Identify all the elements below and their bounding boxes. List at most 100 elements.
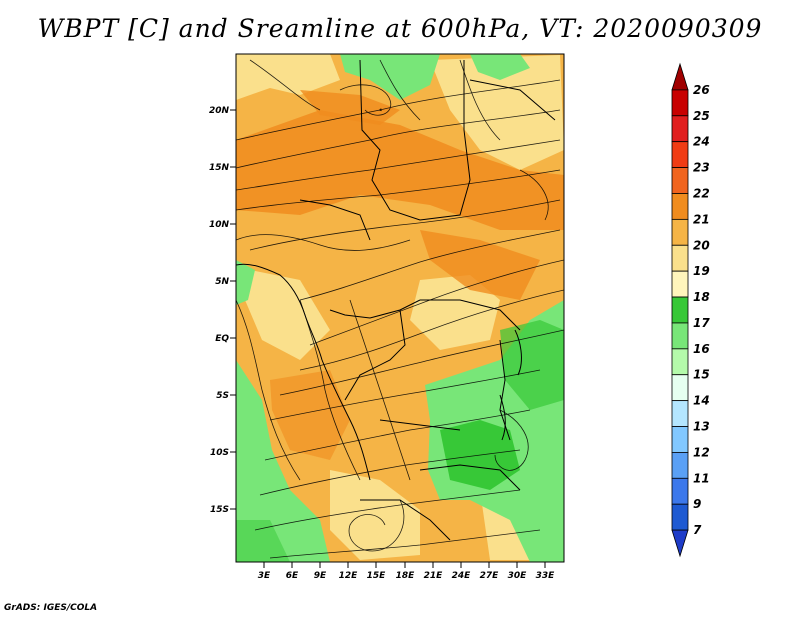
wbpt-region-18 <box>236 520 290 562</box>
colorbar-label: 17 <box>693 316 710 330</box>
streamline <box>269 369 541 421</box>
colorbar-swatch <box>671 89 689 117</box>
grads-credit: GrADS: IGES/COLA <box>4 603 98 613</box>
wbpt-region-21 <box>300 90 400 125</box>
colorbar-swatch <box>671 348 689 376</box>
border <box>419 464 521 491</box>
border <box>344 309 406 401</box>
colorbar-swatch <box>671 193 689 220</box>
wbpt-region-17 <box>236 360 330 562</box>
colorbar-swatch <box>671 296 689 324</box>
colorbar-swatch <box>671 167 689 194</box>
wbpt-region-19 <box>410 275 500 350</box>
colorbar-swatch <box>671 503 689 531</box>
lat-tick-label: 10S <box>210 448 229 458</box>
colorbar-swatch <box>671 529 689 558</box>
lon-tick-label: 3E <box>258 571 271 581</box>
border <box>360 499 451 541</box>
colorbar-swatch <box>671 477 689 505</box>
coastline <box>321 359 371 481</box>
colorbar-label: 12 <box>693 445 710 459</box>
streamline <box>339 84 392 116</box>
colorbar-label: 11 <box>693 471 710 485</box>
border <box>359 59 471 221</box>
colorbar-swatch <box>671 400 689 427</box>
colorbar-label: 15 <box>693 368 710 382</box>
chart-title: WBPT [C] and Sreamline at 600hPa, VT: 20… <box>37 14 763 43</box>
lat-tick-label: 5N <box>215 277 229 287</box>
lake <box>514 329 522 376</box>
colorbar-label: 19 <box>693 264 710 278</box>
lon-tick-label: 9E <box>314 571 327 581</box>
colorbar-label: 22 <box>693 186 710 200</box>
streamline <box>236 109 561 169</box>
lon-tick-label: 30E <box>508 571 528 581</box>
lon-tick-label: 6E <box>286 571 299 581</box>
colorbar-label: 23 <box>693 161 710 175</box>
longitude-axis: 3E 6E 9E 12E 15E 18E 21E 24E 27E 30E 33E <box>258 562 555 581</box>
streamline <box>299 229 561 301</box>
colorbar: 26 25 24 23 22 21 20 19 18 17 16 15 14 13 12 11 9 7 <box>671 62 710 558</box>
lon-tick-label: 15E <box>367 571 387 581</box>
wbpt-region-21 <box>236 110 564 230</box>
colorbar-swatch <box>671 62 689 91</box>
wbpt-region-17 <box>470 54 530 80</box>
lat-tick-label: 20N <box>209 106 230 116</box>
streamline <box>249 199 561 251</box>
colorbar-label: 25 <box>693 109 710 123</box>
colorbar-label: 24 <box>693 135 710 149</box>
wbpt-region-18 <box>500 320 564 410</box>
lat-tick-label: 5S <box>216 391 229 401</box>
colorbar-label: 13 <box>693 420 710 434</box>
streamline <box>249 59 321 111</box>
streamline <box>236 234 411 251</box>
colorbar-label: 21 <box>693 212 710 226</box>
colorbar-label: 16 <box>693 342 710 356</box>
colorbar-label: 18 <box>693 290 710 304</box>
streamline <box>264 409 531 461</box>
colorbar-swatch <box>671 244 689 272</box>
lon-tick-label: 18E <box>396 571 416 581</box>
lon-tick-label: 21E <box>424 571 444 581</box>
streamline <box>349 299 411 481</box>
border <box>469 79 556 121</box>
streamline <box>348 499 405 552</box>
coastline <box>236 263 323 361</box>
lat-tick-label: 15S <box>210 505 229 515</box>
streamline <box>269 529 541 559</box>
streamline <box>254 489 521 531</box>
streamline <box>459 59 501 141</box>
border <box>329 299 421 319</box>
lon-tick-label: 27E <box>480 571 500 581</box>
streamline <box>236 139 561 191</box>
colorbar-swatch <box>671 374 689 402</box>
colorbar-swatch <box>671 452 689 479</box>
colorbar-swatch <box>671 141 689 168</box>
colorbar-swatch <box>671 322 689 350</box>
streamline <box>259 449 521 496</box>
streamline <box>236 169 561 211</box>
streamline <box>519 169 549 221</box>
colorbar-swatch <box>671 270 689 298</box>
wbpt-region-19 <box>245 270 330 360</box>
map-plot-area <box>236 54 564 562</box>
colorbar-label: 20 <box>693 238 710 252</box>
lake <box>499 394 506 441</box>
colorbar-swatch <box>671 426 689 453</box>
wbpt-region-17 <box>340 54 440 100</box>
colorbar-swatch <box>671 115 689 143</box>
border <box>299 199 371 241</box>
streamline <box>236 299 301 481</box>
border <box>420 299 521 331</box>
colorbar-label: 14 <box>693 394 710 408</box>
latitude-axis: 20N 15N 10N 5N EQ 5S 10S 15S <box>209 106 236 515</box>
wbpt-region-19 <box>236 54 340 100</box>
lon-tick-label: 12E <box>339 571 359 581</box>
lat-tick-label: 10N <box>209 220 230 230</box>
wbpt-region-21 <box>420 230 540 300</box>
colorbar-label: 7 <box>693 523 702 537</box>
colorbar-label: 9 <box>693 497 701 511</box>
lon-tick-label: 33E <box>536 571 556 581</box>
lon-tick-label: 24E <box>452 571 472 581</box>
